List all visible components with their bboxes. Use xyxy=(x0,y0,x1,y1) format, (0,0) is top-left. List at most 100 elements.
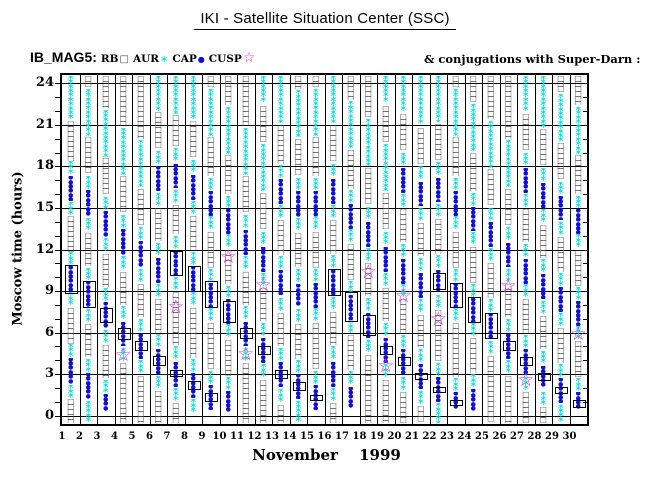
rb-interval: □ □ □ □ □ xyxy=(347,75,355,100)
aur-interval: ∗ ∗ ∗ ∗ ∗ ∗ ∗ ∗ ∗ ∗ ∗ xyxy=(224,106,233,154)
y-minor-tick xyxy=(55,374,60,376)
y-minor-tick xyxy=(55,180,60,182)
aur-interval: ∗ ∗ ∗ xyxy=(382,364,390,379)
rb-interval: □ □ □ □ □ □ □ □ □ xyxy=(382,379,390,424)
aur-interval: ∗ ∗ ∗ ∗ ∗ ∗ ∗ ∗ ∗ ∗ ∗ xyxy=(434,75,443,123)
legend-item-aur: AUR∗ xyxy=(133,53,168,65)
rb-interval: □ □ □ □ □ □ □ xyxy=(557,142,565,180)
aur-interval: ∗ ∗ ∗ xyxy=(452,307,460,322)
aur-interval: ∗ ∗ ∗ xyxy=(487,248,495,262)
x-tick-label: 10 xyxy=(212,431,227,442)
rb-interval: □ □ □ □ □ □ xyxy=(172,205,180,235)
aur-interval: ∗ ∗ ∗ xyxy=(207,216,215,231)
rb-interval: □ □ □ □ □ □ □ xyxy=(539,316,547,350)
x-tick-label: 20 xyxy=(387,431,402,442)
rb-interval: □ □ □ □ □ □ □ xyxy=(417,127,425,165)
x-tick-label: 7 xyxy=(163,431,171,442)
grid-line-vertical xyxy=(289,75,291,424)
aur-interval: ∗ ∗ ∗ xyxy=(67,385,75,399)
cap-interval: ● ● ● ● ● ● xyxy=(85,372,91,400)
grid-line-vertical xyxy=(167,75,168,424)
aur-interval: ∗ ∗ ∗ xyxy=(259,231,268,246)
legend-items: RB□ AUR∗ CAP● CUSP☆ xyxy=(97,47,255,66)
aur-interval: ∗ ∗ ∗ xyxy=(312,371,320,386)
x-tick-label: 15 xyxy=(300,431,314,442)
grid-line-vertical xyxy=(534,75,536,424)
aur-interval: ∗ ∗ ∗ xyxy=(347,371,355,386)
cap-interval: ● ● ● ● ● ● xyxy=(558,378,564,404)
cap-interval: ● ● ● ● ● ● xyxy=(68,266,74,293)
y-minor-tick xyxy=(55,304,60,306)
conjunction-box xyxy=(520,357,534,367)
aur-interval: ∗ ∗ ∗ xyxy=(172,388,180,402)
rb-interval: □ □ □ □ □ □ □ xyxy=(382,192,390,230)
aur-interval: ∗ ∗ ∗ xyxy=(277,256,285,271)
aur-interval: ∗ ∗ ∗ xyxy=(347,320,355,334)
rb-interval: □ □ □ xyxy=(417,406,425,423)
rb-interval: □ □ □ □ □ □ □ xyxy=(469,246,477,283)
aur-interval: ∗ ∗ ∗ xyxy=(312,307,320,322)
aur-interval: ∗ ∗ ∗ xyxy=(434,162,443,177)
rb-interval: □ □ □ □ □ □ □ xyxy=(224,339,232,376)
aur-interval: ∗ ∗ ∗ xyxy=(469,322,478,337)
aur-interval: ∗ ∗ ∗ ∗ ∗ ∗ ∗ ∗ ∗ ∗ ∗ xyxy=(137,140,145,188)
grid-line-vertical xyxy=(552,75,553,424)
cap-interval: ● ● ● ● ● ● xyxy=(243,230,249,255)
conjugation-note: & conjugations with Super-Darn : xyxy=(424,52,641,66)
cap-interval: ● ● ● ● ● ● xyxy=(295,374,301,399)
rb-interval: □ □ □ □ □ □ □ xyxy=(364,167,372,205)
aur-interval: ∗ ∗ ∗ xyxy=(399,376,408,391)
grid-line-vertical xyxy=(97,75,98,424)
aur-interval: ∗ ∗ ∗ ∗ ∗ ∗ ∗ ∗ ∗ ∗ ∗ xyxy=(207,88,215,136)
aur-interval: ∗ ∗ ∗ ∗ ∗ ∗ ∗ ∗ ∗ ∗ ∗ xyxy=(557,94,565,142)
cusp-star: ☆ xyxy=(114,344,132,367)
aur-interval: ∗ ∗ ∗ xyxy=(119,347,128,362)
rb-interval: □ □ □ □ □ □ □ xyxy=(557,237,565,272)
aur-interval: ∗ ∗ ∗ xyxy=(189,201,198,215)
aur-interval: ∗ ∗ ∗ ∗ ∗ ∗ ∗ ∗ ∗ ∗ ∗ ∗ xyxy=(539,75,548,128)
cap-interval: ● ● ● ● ● ● xyxy=(208,385,214,411)
aur-interval: ∗ ∗ ∗ xyxy=(487,299,495,314)
filled-circle-icon: ● xyxy=(197,55,205,64)
rb-interval: □ □ □ □ □ □ □ xyxy=(329,311,337,345)
aur-interval: ∗ ∗ ∗ xyxy=(539,259,548,273)
month-label: November xyxy=(252,446,338,464)
aur-interval: ∗ ∗ ∗ xyxy=(84,217,93,232)
y-minor-tick xyxy=(55,332,60,334)
rb-interval: □ □ □ □ □ □ □ □ □ □ □ □ xyxy=(242,363,250,424)
cap-interval: ● ● ● ● ● ● xyxy=(540,274,546,300)
aur-interval: ∗ ∗ ∗ xyxy=(67,292,75,308)
rb-interval: □ □ □ □ □ □ □ xyxy=(294,138,302,176)
cap-interval: ● ● ● ● ● ● xyxy=(68,357,74,384)
aur-interval: ∗ ∗ ∗ xyxy=(522,335,530,350)
cap-interval: ● ● ● ● ● ● xyxy=(523,259,529,285)
cusp-star: ☆ xyxy=(254,273,272,296)
rb-interval: □ □ □ □ □ □ □ □ □ □ □ □ □ □ xyxy=(364,354,372,424)
aur-interval: ∗ ∗ ∗ xyxy=(382,273,390,287)
cap-interval: ● ● ● ● xyxy=(103,393,109,412)
legend-item-cap: CAP● xyxy=(172,53,204,65)
aur-interval: ∗ ∗ ∗ xyxy=(504,360,513,375)
open-square-icon: □ xyxy=(119,54,129,65)
aur-interval: ∗ ∗ ∗ xyxy=(399,152,408,167)
rb-interval: □ □ □ □ □ □ □ xyxy=(312,231,320,268)
cap-interval: ● ● ● ● ● xyxy=(348,386,354,410)
y-minor-tick xyxy=(55,235,60,237)
conjunction-box xyxy=(362,314,376,336)
aur-interval: ∗ ∗ ∗ xyxy=(84,309,93,323)
x-tick-label: 24 xyxy=(457,431,472,442)
rb-interval: □ □ □ □ □ □ □ xyxy=(137,188,145,226)
cap-interval: ● ● ● ● ● ● xyxy=(120,228,126,255)
grid-line-vertical xyxy=(429,75,431,424)
aur-interval: ∗ ∗ ∗ xyxy=(84,176,93,190)
conjunction-box xyxy=(450,400,464,407)
grid-line-vertical xyxy=(447,75,448,424)
rb-interval: □ □ □ □ □ □ □ □ xyxy=(207,137,215,177)
x-tick-label: 27 xyxy=(510,431,524,442)
legend-item-rb: RB□ xyxy=(101,53,129,65)
rb-interval: □ □ □ □ □ □ xyxy=(224,75,232,106)
cap-interval: ● ● ● ● ● ● xyxy=(103,210,109,237)
x-tick-label: 26 xyxy=(492,431,507,442)
aur-interval: ∗ ∗ ∗ xyxy=(557,313,565,327)
